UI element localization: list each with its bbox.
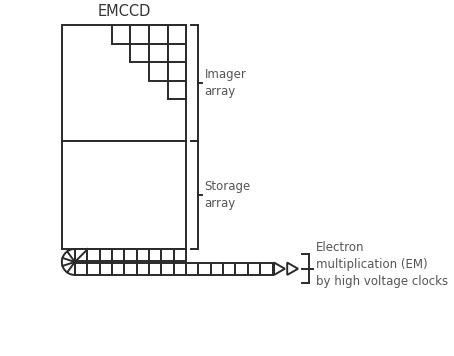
Bar <box>149 43 168 62</box>
Bar <box>168 43 186 62</box>
Polygon shape <box>287 263 298 275</box>
Bar <box>161 249 174 261</box>
Bar <box>87 249 99 261</box>
Bar <box>149 25 168 43</box>
Bar <box>168 62 186 80</box>
Bar <box>130 43 149 62</box>
Bar <box>63 25 186 141</box>
Bar <box>161 263 174 275</box>
Bar <box>260 263 272 275</box>
Bar <box>168 25 186 43</box>
Bar <box>174 249 186 261</box>
Bar <box>63 141 186 249</box>
Bar <box>248 263 260 275</box>
Text: Imager
array: Imager array <box>205 68 247 98</box>
Bar <box>137 249 149 261</box>
Text: Electron
multiplication (EM)
by high voltage clocks: Electron multiplication (EM) by high vol… <box>316 241 448 288</box>
Bar <box>112 263 124 275</box>
Bar <box>130 25 149 43</box>
Polygon shape <box>274 263 285 275</box>
Bar <box>236 263 248 275</box>
Bar <box>211 263 223 275</box>
Bar <box>75 263 87 275</box>
Bar <box>112 249 124 261</box>
Bar <box>99 249 112 261</box>
Bar <box>112 25 130 43</box>
Bar <box>137 263 149 275</box>
Bar <box>124 249 137 261</box>
Bar <box>99 263 112 275</box>
Bar <box>168 80 186 99</box>
Bar <box>174 263 186 275</box>
Text: Storage
array: Storage array <box>205 180 251 210</box>
Bar <box>223 263 236 275</box>
Bar <box>87 263 99 275</box>
Bar <box>75 249 87 261</box>
Bar <box>186 263 198 275</box>
Bar <box>124 263 137 275</box>
Bar <box>149 62 168 80</box>
Bar <box>198 263 211 275</box>
Text: EMCCD: EMCCD <box>98 4 151 19</box>
Bar <box>149 249 161 261</box>
Bar <box>149 263 161 275</box>
